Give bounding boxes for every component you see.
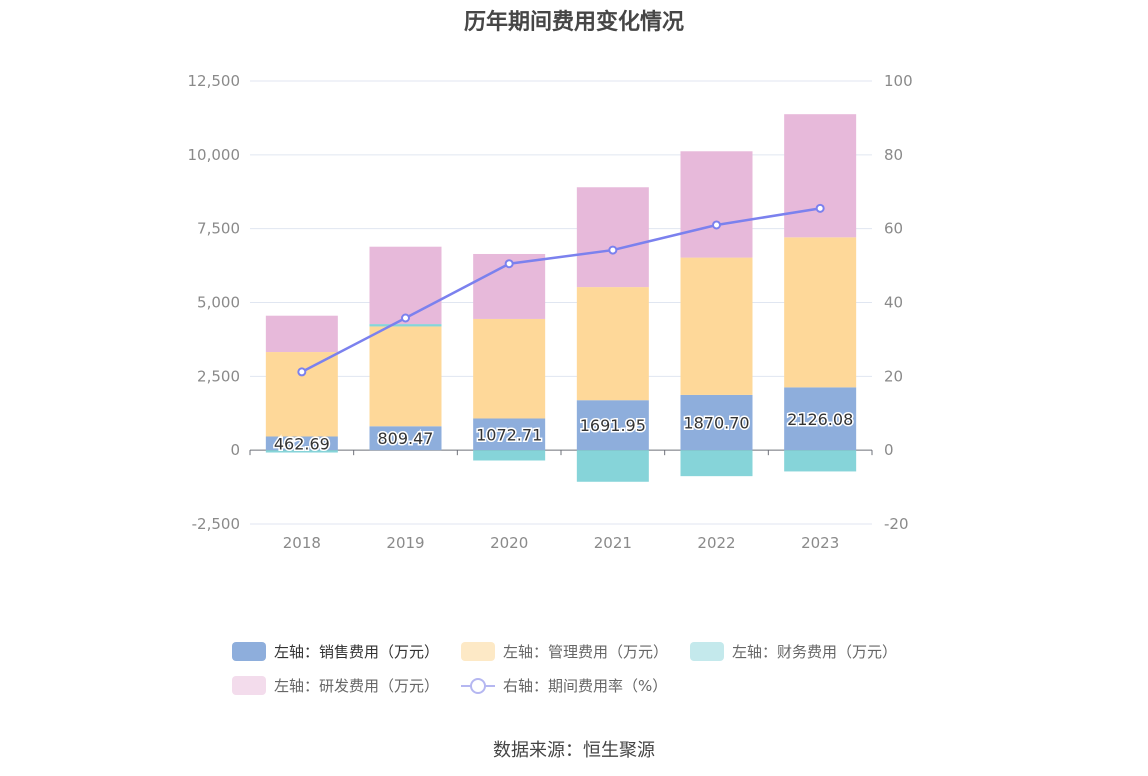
legend-row-1: 左轴：销售费用（万元） 左轴：管理费用（万元） 左轴：财务费用（万元） [232, 640, 952, 662]
legend-item-rate[interactable]: 右轴：期间费用率（%） [461, 675, 667, 696]
rate-point-2020 [504, 259, 514, 269]
chart-svg: -2,500 -20 0 0 2,500 20 5,000 40 7,500 60 10,000 80… [188, 72, 913, 552]
bar-0-2018 [265, 436, 338, 451]
data-label-sales: 2126.08 [787, 410, 853, 429]
y-right-tick-label: 60 [884, 220, 903, 238]
legend-label-rnd: 左轴：研发费用（万元） [274, 676, 440, 695]
rate-point-2018 [297, 367, 307, 377]
y-right-tick-label: 100 [884, 72, 913, 90]
y-left-tick-label: -2,500 [192, 515, 240, 533]
legend-label-finance: 左轴：财务费用（万元） [732, 642, 898, 661]
legend-item-rnd[interactable]: 左轴：研发费用（万元） [232, 675, 439, 696]
x-tick-label: 2018 [283, 534, 321, 552]
bar-0-2021 [576, 400, 649, 451]
legend: 左轴：销售费用（万元） 左轴：管理费用（万元） 左轴：财务费用（万元） 左轴：研… [232, 640, 952, 708]
legend-label-sales: 左轴：销售费用（万元） [274, 642, 440, 661]
bar-3-2019 [369, 246, 442, 325]
legend-swatch-sales [232, 641, 266, 661]
y-left-tick-label: 7,500 [197, 220, 240, 238]
legend-swatch-rate [461, 676, 496, 695]
x-tick-label: 2022 [697, 534, 735, 552]
bar-2-2023 [784, 450, 857, 472]
bar-0-2023 [784, 387, 857, 451]
legend-swatch-finance [690, 641, 725, 661]
bar-1-2019 [369, 326, 442, 427]
data-label-sales: 1072.71 [476, 425, 542, 444]
y-left-tick-label: 12,500 [188, 72, 241, 90]
bar-3-2022 [680, 151, 753, 258]
data-label-sales: 462.69 [274, 434, 330, 453]
y-right-tick-label: 80 [884, 146, 903, 164]
rate-point-2022 [712, 220, 721, 230]
bar-2-2019 [369, 324, 442, 327]
legend-item-finance[interactable]: 左轴：财务费用（万元） [690, 641, 897, 662]
legend-label-admin: 左轴：管理费用（万元） [503, 642, 669, 661]
legend-item-admin[interactable]: 左轴：管理费用（万元） [461, 641, 668, 662]
bar-1-2020 [473, 318, 546, 419]
y-right-tick-label: 40 [884, 294, 903, 312]
bar-2-2021 [576, 450, 649, 482]
x-tick-label: 2020 [490, 534, 528, 552]
chart-title: 历年期间费用变化情况 [463, 10, 684, 35]
legend-item-sales[interactable]: 左轴：销售费用（万元） [232, 641, 439, 662]
legend-row-2: 左轴：研发费用（万元） 右轴：期间费用率（%） [232, 674, 952, 696]
data-label-sales: 809.47 [378, 429, 434, 448]
legend-swatch-admin [461, 641, 496, 661]
bar-3-2023 [784, 114, 857, 238]
bar-2-2018 [265, 450, 338, 453]
legend-label-rate: 右轴：期间费用率（%） [503, 676, 668, 695]
bar-3-2018 [265, 315, 338, 353]
bar-2-2022 [680, 450, 753, 477]
y-left-tick-label: 0 [230, 441, 240, 459]
bar-3-2021 [576, 187, 649, 288]
legend-swatch-rnd [232, 675, 266, 695]
data-source: 数据来源：恒生聚源 [493, 740, 655, 761]
rate-point-2023 [815, 203, 825, 213]
y-left-tick-label: 2,500 [197, 367, 240, 385]
rate-point-2019 [401, 313, 410, 323]
bar-0-2022 [680, 394, 753, 451]
bar-1-2022 [680, 257, 753, 395]
y-right-tick-label: 0 [884, 441, 894, 459]
rate-line [301, 207, 821, 374]
rate-point-2021 [608, 245, 618, 255]
bar-2-2020 [473, 450, 546, 461]
bar-0-2020 [473, 418, 546, 451]
bar-0-2019 [369, 426, 442, 451]
bar-1-2023 [784, 237, 857, 388]
x-tick-label: 2021 [594, 534, 632, 552]
bar-1-2018 [265, 352, 338, 437]
y-right-tick-label: 20 [884, 367, 903, 385]
x-tick-label: 2019 [386, 534, 424, 552]
y-left-tick-label: 5,000 [197, 294, 240, 312]
y-left-tick-label: 10,000 [188, 146, 241, 164]
bar-1-2021 [576, 287, 649, 401]
data-label-sales: 1691.95 [580, 416, 646, 435]
x-tick-label: 2023 [801, 534, 839, 552]
data-label-sales: 1870.70 [683, 414, 749, 433]
y-right-tick-label: -20 [884, 515, 909, 533]
